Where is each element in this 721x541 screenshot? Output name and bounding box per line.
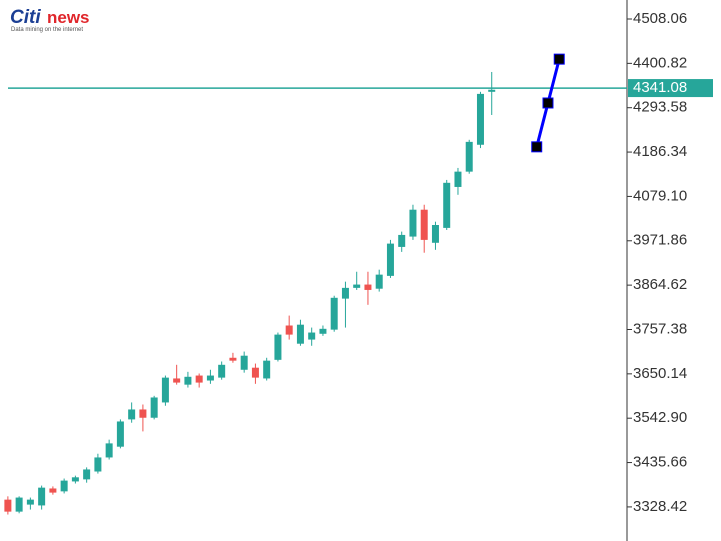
candle-body xyxy=(128,409,136,420)
candle-body xyxy=(150,397,158,418)
candle-body xyxy=(431,225,439,243)
y-tick-label: 4293.58 xyxy=(633,99,687,116)
candle-body xyxy=(4,499,12,512)
price-label: 4341.08 xyxy=(633,79,687,96)
candle-body xyxy=(420,209,428,240)
candle-body xyxy=(240,355,248,370)
candle-body xyxy=(375,274,383,289)
candle-body xyxy=(308,332,316,340)
y-tick-label: 3757.38 xyxy=(633,320,687,337)
forecast-point xyxy=(542,97,554,109)
candle-body xyxy=(476,93,484,145)
y-tick-label: 4508.06 xyxy=(633,10,687,27)
candle-body xyxy=(49,488,57,493)
candle-body xyxy=(71,477,79,482)
candle-body xyxy=(184,376,192,385)
logo: Citi news Data mining on the internet xyxy=(10,7,90,33)
candle-body xyxy=(229,357,237,361)
candle-body xyxy=(105,443,113,458)
candle-body xyxy=(83,469,91,480)
y-tick-label: 4079.10 xyxy=(633,187,687,204)
logo-brand: Citi xyxy=(10,7,41,28)
candle-body xyxy=(60,480,68,492)
logo-tagline: Data mining on the internet xyxy=(11,27,83,33)
candle-body xyxy=(454,171,462,187)
y-tick-label: 3328.42 xyxy=(633,498,687,515)
candle-body xyxy=(296,324,304,344)
candle-body xyxy=(443,182,451,228)
candle-body xyxy=(398,234,406,247)
candle-body xyxy=(285,325,293,335)
candle-body xyxy=(364,284,372,290)
candle-body xyxy=(218,364,226,378)
candle-body xyxy=(263,360,271,379)
candle-body xyxy=(409,209,417,237)
candle-body xyxy=(15,497,23,512)
candle-body xyxy=(38,487,46,506)
logo-brand-accent: news xyxy=(47,8,90,27)
candle-body xyxy=(173,378,181,383)
candle-body xyxy=(139,409,147,418)
candle-body xyxy=(488,89,496,92)
forecast-point xyxy=(553,53,565,65)
y-tick-label: 4400.82 xyxy=(633,54,687,71)
y-tick-label: 3864.62 xyxy=(633,276,687,293)
candle-body xyxy=(386,243,394,276)
y-tick-label: 3650.14 xyxy=(633,365,687,382)
y-tick-label: 3971.86 xyxy=(633,232,687,249)
candle-body xyxy=(330,297,338,330)
candle-body xyxy=(26,499,34,505)
forecast-point xyxy=(531,141,543,153)
y-tick-label: 4186.34 xyxy=(633,143,687,160)
candle-body xyxy=(319,328,327,334)
candle-body xyxy=(251,367,259,378)
candle-body xyxy=(341,287,349,299)
candle-body xyxy=(465,141,473,172)
price-label-box xyxy=(628,79,713,98)
y-tick-label: 3435.66 xyxy=(633,454,687,471)
candle-body xyxy=(94,457,102,472)
candle-body xyxy=(274,334,282,360)
candle-body xyxy=(206,375,214,381)
candle-body xyxy=(161,377,169,403)
candle-body xyxy=(195,375,203,383)
candle-body xyxy=(116,421,124,447)
candle-body xyxy=(353,284,361,288)
y-tick-label: 3542.90 xyxy=(633,409,687,426)
